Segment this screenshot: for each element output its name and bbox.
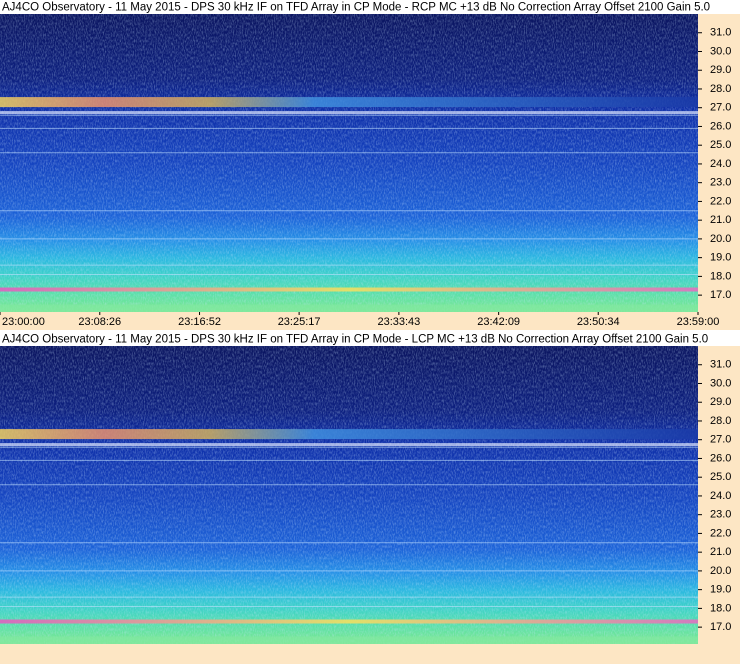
y-tick-label: 22.0 — [710, 195, 731, 207]
interference-band — [0, 97, 698, 108]
y-tick-label: 24.0 — [710, 158, 731, 170]
chart-title: AJ4CO Observatory - 11 May 2015 - DPS 30… — [2, 334, 708, 346]
y-tick-label: 30.0 — [710, 45, 731, 57]
x-tick-label: 23:08:26 — [78, 316, 121, 328]
y-tick-label: 29.0 — [710, 396, 731, 408]
interference-band — [0, 111, 698, 115]
y-tick-label: 27.0 — [710, 102, 731, 114]
y-tick-label: 20.0 — [710, 233, 731, 245]
y-tick-label: 31.0 — [710, 359, 731, 371]
interference-band — [0, 619, 698, 624]
y-tick-label: 17.0 — [710, 289, 731, 301]
y-tick-label: 19.0 — [710, 584, 731, 596]
chart-title: AJ4CO Observatory - 11 May 2015 - DPS 30… — [2, 2, 710, 14]
y-tick-label: 26.0 — [710, 452, 731, 464]
y-tick-label: 20.0 — [710, 565, 731, 577]
y-tick-label: 28.0 — [710, 83, 731, 95]
spectrogram-noise — [0, 14, 698, 312]
y-tick-label: 24.0 — [710, 490, 731, 502]
interference-band — [0, 287, 698, 292]
y-tick-label: 23.0 — [710, 177, 731, 189]
y-tick-label: 19.0 — [710, 252, 731, 264]
interference-band — [0, 304, 698, 312]
y-tick-label: 18.0 — [710, 270, 731, 282]
x-tick-label: 23:50:34 — [577, 316, 620, 328]
interference-band — [0, 636, 698, 644]
y-tick-label: 21.0 — [710, 214, 731, 226]
x-tick-label: 23:16:52 — [178, 316, 221, 328]
y-tick-label: 21.0 — [710, 546, 731, 558]
y-tick-label: 22.0 — [710, 527, 731, 539]
y-tick-label: 28.0 — [710, 415, 731, 427]
y-tick-label: 25.0 — [710, 139, 731, 151]
interference-band — [0, 429, 698, 440]
y-tick-label: 30.0 — [710, 377, 731, 389]
y-tick-label: 26.0 — [710, 120, 731, 132]
spectrogram-noise — [0, 346, 698, 644]
y-tick-label: 31.0 — [710, 27, 731, 39]
y-tick-label: 29.0 — [710, 64, 731, 76]
x-tick-label: 23:00:00 — [2, 316, 45, 328]
x-tick-label: 23:59:00 — [677, 316, 720, 328]
x-tick-label: 23:33:43 — [377, 316, 420, 328]
title-bar — [0, 0, 740, 14]
x-tick-label: 23:25:17 — [278, 316, 321, 328]
interference-band — [0, 443, 698, 447]
y-tick-label: 18.0 — [710, 602, 731, 614]
y-tick-label: 25.0 — [710, 471, 731, 483]
y-tick-label: 17.0 — [710, 621, 731, 633]
separator — [0, 330, 740, 332]
y-tick-label: 23.0 — [710, 509, 731, 521]
title-bar — [0, 332, 740, 346]
y-tick-label: 27.0 — [710, 434, 731, 446]
x-tick-label: 23:42:09 — [477, 316, 520, 328]
